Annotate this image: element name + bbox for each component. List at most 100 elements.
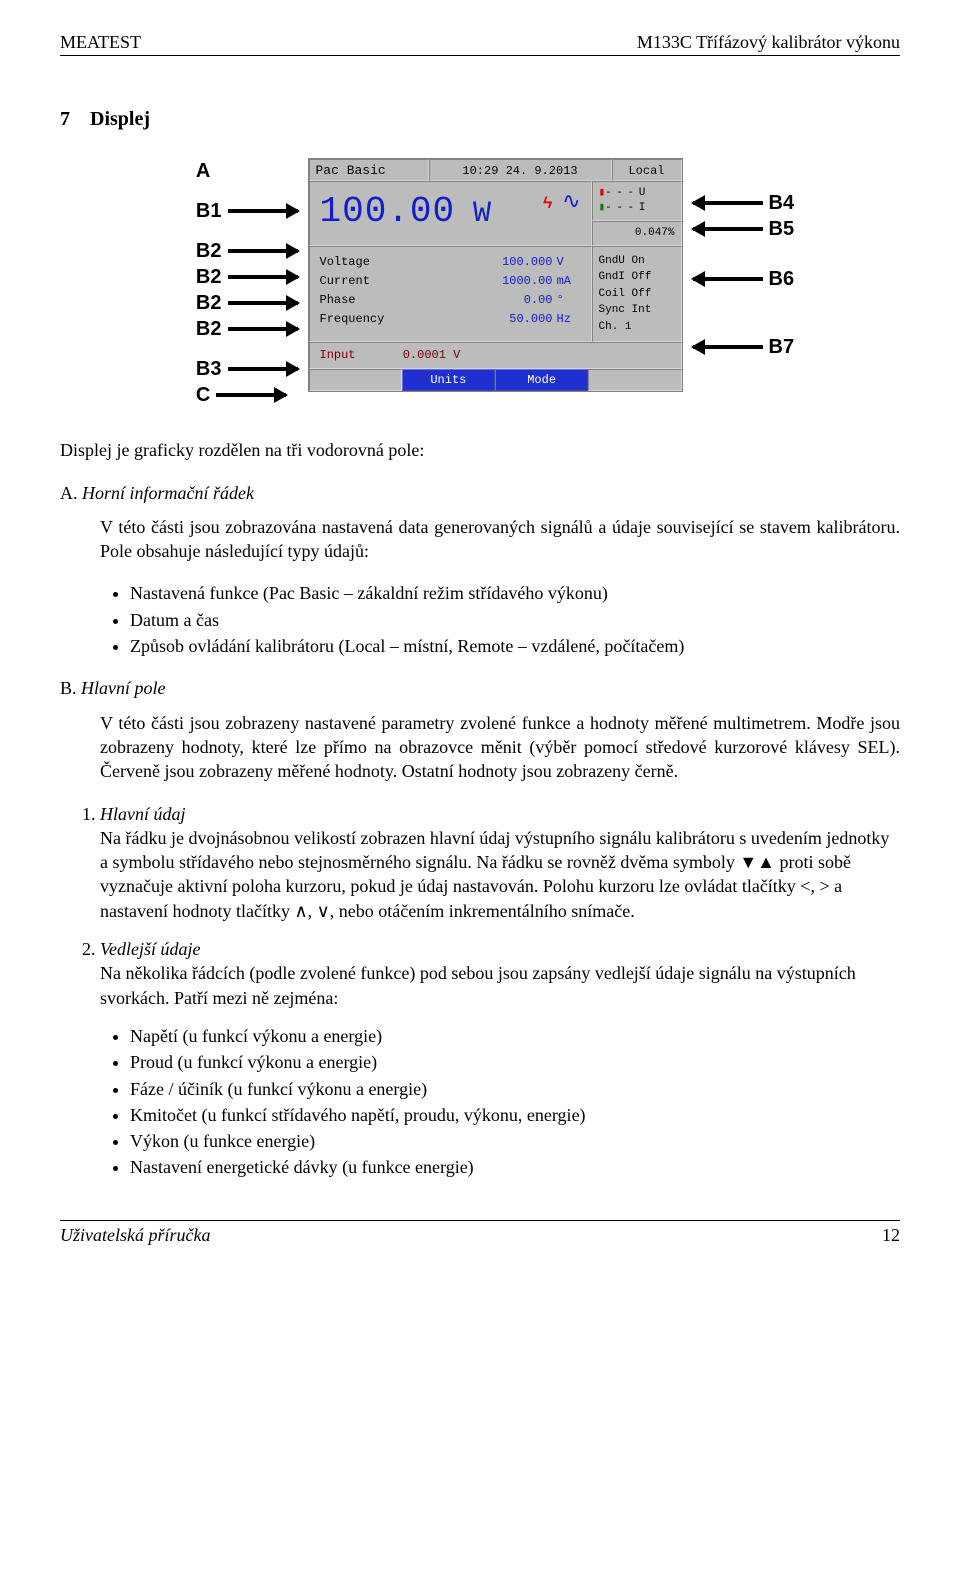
item2-text: Na několika řádcích (podle zvolené funkc…: [100, 963, 856, 1007]
arrow-right-icon: [228, 301, 298, 305]
lcd-params-row: Voltage100.000V Current1000.00mA Phase0.…: [309, 246, 682, 343]
label-b6: B6: [769, 266, 795, 293]
menu-item-mode[interactable]: Mode: [495, 369, 588, 391]
arrow-left-icon: [693, 201, 763, 205]
arrow-right-icon: [228, 209, 298, 213]
lcd-main-unit: W: [473, 197, 491, 231]
lcd-main-value-box: ϟ ∿ 100.00 W: [309, 181, 592, 246]
subhead-a-title: Horní informační řádek: [82, 483, 254, 503]
param-name: Phase: [320, 291, 410, 310]
param-name: Voltage: [320, 253, 410, 272]
list-item: Výkon (u funkce energie): [130, 1129, 900, 1153]
param-unit: Hz: [553, 310, 581, 329]
param-value: 100.000: [410, 253, 553, 272]
list-item: Vedlejší údaje Na několika řádcích (podl…: [100, 937, 900, 1010]
list-item: Fáze / účiník (u funkcí výkonu a energie…: [130, 1077, 900, 1101]
label-b7: B7: [769, 334, 795, 361]
status-line: Coil Off: [599, 286, 675, 303]
a-bullets: Nastavená funkce (Pac Basic – zákaldní r…: [130, 581, 900, 658]
status-line: GndI Off: [599, 269, 675, 286]
lcd-pct-box: 0.047%: [592, 221, 682, 246]
label-a: A: [196, 158, 210, 185]
lcd-input-row: Input 0.0001 V: [309, 342, 682, 368]
arrow-right-icon: [228, 275, 298, 279]
label-b5: B5: [769, 216, 795, 243]
arrow-left-icon: [693, 227, 763, 231]
lcd-panel: Pac Basic 10:29 24. 9.2013 Local ϟ ∿ 100…: [308, 158, 683, 391]
list-item: Kmitočet (u funkcí střídavého napětí, pr…: [130, 1103, 900, 1127]
label-b3: B3: [196, 356, 222, 383]
list-item: Napětí (u funkcí výkonu a energie): [130, 1024, 900, 1048]
label-b1: B1: [196, 198, 222, 225]
param-value: 50.000: [410, 310, 553, 329]
subhead-b-title: Hlavní pole: [81, 678, 165, 698]
a-paragraph-1: V této části jsou zobrazována nastavená …: [100, 515, 900, 564]
label-c: C: [196, 382, 210, 409]
list-item: Nastavená funkce (Pac Basic – zákaldní r…: [130, 581, 900, 605]
status-line: Sync Int: [599, 302, 675, 319]
lcd-input-unit: V: [453, 348, 460, 362]
label-b2: B2: [196, 316, 222, 343]
diagram-right-labels: B4 B5 B6 B7: [693, 158, 795, 360]
lcd-top-row: Pac Basic 10:29 24. 9.2013 Local: [309, 159, 682, 181]
b-paragraph-1: V této části jsou zobrazeny nastavené pa…: [100, 711, 900, 784]
uv-line-u: - - - U: [605, 187, 644, 199]
uv-line-i: - - - I: [605, 202, 644, 214]
subhead-b-label: B.: [60, 678, 77, 698]
item1-title: Hlavní údaj: [100, 804, 186, 824]
intro-paragraph: Displej je graficky rozdělen na tři vodo…: [60, 438, 900, 462]
sine-wave-icon: ∿: [562, 190, 580, 215]
lcd-main-right: ▮- - - U ▮- - - I 0.047%: [592, 181, 682, 246]
lcd-uv-box: ▮- - - U ▮- - - I: [592, 181, 682, 221]
footer-left: Uživatelská příručka: [60, 1223, 210, 1247]
label-b4: B4: [769, 190, 795, 217]
lcd-status: GndU On GndI Off Coil Off Sync Int Ch. 1: [592, 246, 682, 343]
b-bullets-2: Napětí (u funkcí výkonu a energie) Proud…: [130, 1024, 900, 1180]
page-footer: Uživatelská příručka 12: [60, 1220, 900, 1247]
label-b2: B2: [196, 264, 222, 291]
status-line: GndU On: [599, 253, 675, 270]
menu-blank: [309, 369, 402, 391]
label-b2: B2: [196, 238, 222, 265]
param-name: Current: [320, 272, 410, 291]
lcd-params: Voltage100.000V Current1000.00mA Phase0.…: [309, 246, 592, 343]
lcd-input-label: Input: [320, 348, 356, 362]
arrow-right-icon: [228, 327, 298, 331]
lcd-main-value: 100.00: [320, 188, 456, 237]
arrow-left-icon: [693, 277, 763, 281]
lcd-main-row: ϟ ∿ 100.00 W ▮- - - U ▮- - - I 0.047%: [309, 181, 682, 246]
param-unit: °: [553, 291, 581, 310]
subhead-a: A. Horní informační řádek: [60, 481, 900, 505]
subhead-b: B. Hlavní pole: [60, 676, 900, 700]
lightning-icon: ϟ: [543, 195, 553, 213]
item2-title: Vedlejší údaje: [100, 939, 200, 959]
diagram-left-labels: A B1 B2 B2 B2 B2 B3 C: [196, 158, 298, 408]
label-b2: B2: [196, 290, 222, 317]
display-diagram: A B1 B2 B2 B2 B2 B3 C Pac Basic 10:29 24…: [90, 158, 900, 408]
list-item: Proud (u funkcí výkonu a energie): [130, 1050, 900, 1074]
section-number: 7: [60, 108, 70, 130]
list-item: Hlavní údaj Na řádku je dvojnásobnou vel…: [100, 802, 900, 923]
footer-page-number: 12: [882, 1223, 900, 1247]
param-unit: V: [553, 253, 581, 272]
arrow-left-icon: [693, 345, 763, 349]
param-name: Frequency: [320, 310, 410, 329]
param-value: 0.00: [410, 291, 553, 310]
arrow-right-icon: [228, 249, 298, 253]
section-title: 7 Displej: [60, 106, 900, 133]
menu-item-units[interactable]: Units: [402, 369, 495, 391]
status-line: Ch. 1: [599, 319, 675, 336]
arrow-right-icon: [216, 393, 286, 397]
header-right: M133C Třífázový kalibrátor výkonu: [637, 30, 900, 54]
section-name: Displej: [90, 108, 150, 130]
lcd-input-value: 0.0001: [403, 348, 446, 362]
list-item: Datum a čas: [130, 608, 900, 632]
param-unit: mA: [553, 272, 581, 291]
list-item: Nastavení energetické dávky (u funkce en…: [130, 1155, 900, 1179]
menu-blank: [588, 369, 681, 391]
list-item: Způsob ovládání kalibrátoru (Local – mís…: [130, 634, 900, 658]
b-numbered-list: Hlavní údaj Na řádku je dvojnásobnou vel…: [100, 802, 900, 1010]
lcd-date: 10:29 24. 9.2013: [429, 159, 612, 181]
page-header: MEATEST M133C Třífázový kalibrátor výkon…: [60, 30, 900, 56]
item1-text: Na řádku je dvojnásobnou velikostí zobra…: [100, 828, 889, 921]
